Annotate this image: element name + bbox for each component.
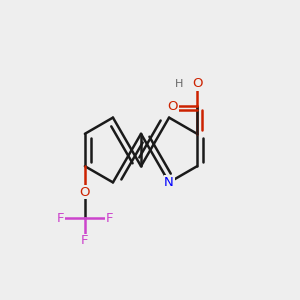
Text: F: F	[105, 212, 113, 224]
Text: F: F	[57, 212, 64, 224]
Text: F: F	[81, 234, 88, 247]
Text: H: H	[175, 79, 184, 88]
Text: O: O	[192, 77, 202, 90]
Text: O: O	[168, 100, 178, 113]
Text: N: N	[164, 176, 174, 189]
Text: O: O	[80, 186, 90, 199]
